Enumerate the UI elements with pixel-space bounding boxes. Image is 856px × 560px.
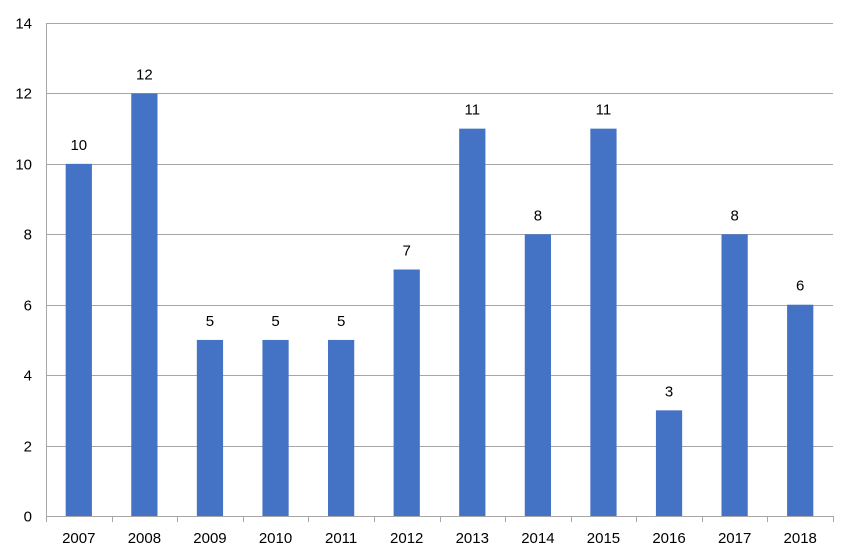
y-tick-label-0: 0 — [24, 509, 32, 526]
data-label-2017: 8 — [730, 207, 738, 224]
y-tick-label-6: 6 — [24, 298, 32, 315]
data-label-2014: 8 — [534, 207, 542, 224]
grid-layer — [46, 23, 833, 447]
data-label-2012: 7 — [403, 243, 411, 260]
bar-2012 — [393, 269, 420, 516]
y-tick-label-14: 14 — [15, 16, 32, 33]
x-tick-label-2012: 2012 — [390, 530, 423, 547]
bar-2015 — [590, 128, 617, 516]
bar-2017 — [721, 234, 748, 517]
y-tick-label-2: 2 — [24, 439, 32, 456]
bar-2008 — [131, 93, 158, 516]
bar-2010 — [262, 339, 289, 516]
x-tick-label-2011: 2011 — [325, 530, 357, 547]
data-label-2016: 3 — [665, 383, 673, 400]
axis-layer — [46, 23, 834, 522]
data-label-2007: 10 — [70, 137, 87, 154]
label-layer: 0 2 4 6 8 10 12 14 10 2007 12 2008 5 2009 5 2010 5 2011 7 2… — [15, 16, 817, 548]
bar-2018 — [787, 304, 814, 516]
bar-2013 — [459, 128, 486, 516]
x-tick-label-2018: 2018 — [784, 530, 817, 547]
data-label-2018: 6 — [796, 278, 804, 295]
bar-2014 — [524, 234, 551, 517]
data-label-2013: 11 — [465, 102, 481, 119]
x-tick-label-2016: 2016 — [652, 530, 685, 547]
x-tick-label-2008: 2008 — [128, 530, 161, 547]
x-tick-label-2014: 2014 — [521, 530, 554, 547]
x-tick-label-2013: 2013 — [456, 530, 489, 547]
x-tick-label-2007: 2007 — [62, 530, 95, 547]
data-label-2009: 5 — [206, 313, 214, 330]
bar-2007 — [65, 163, 92, 516]
bar-2009 — [196, 339, 224, 516]
bar-2011 — [328, 339, 355, 516]
bar-layer — [65, 93, 814, 517]
y-tick-label-10: 10 — [15, 157, 32, 174]
y-tick-label-12: 12 — [15, 86, 32, 103]
data-label-2008: 12 — [136, 66, 153, 83]
y-tick-label-4: 4 — [24, 368, 32, 385]
x-tick-label-2015: 2015 — [587, 530, 620, 547]
data-label-2015: 11 — [596, 102, 612, 119]
x-tick-label-2010: 2010 — [259, 530, 292, 547]
data-label-2011: 5 — [337, 313, 345, 330]
y-tick-label-8: 8 — [24, 227, 32, 244]
bar-2016 — [655, 410, 683, 516]
x-tick-label-2009: 2009 — [193, 530, 226, 547]
x-tick-label-2017: 2017 — [718, 530, 751, 547]
data-label-2010: 5 — [271, 313, 279, 330]
